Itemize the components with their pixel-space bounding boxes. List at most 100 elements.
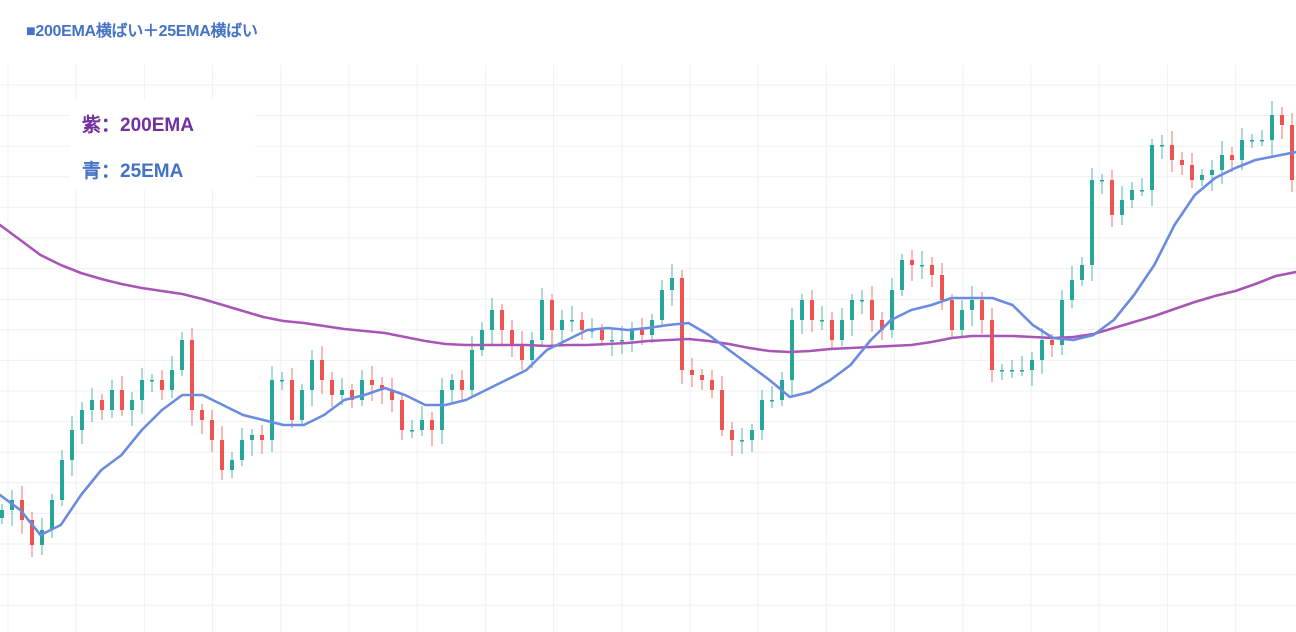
candle-down bbox=[580, 320, 584, 330]
candle-up bbox=[560, 320, 564, 330]
candle-down bbox=[930, 265, 934, 275]
candle-up bbox=[850, 300, 854, 320]
candle-up bbox=[110, 390, 114, 410]
legend: 紫：200EMA 青：25EMA bbox=[70, 100, 255, 190]
candle-down bbox=[950, 300, 954, 330]
candle-up bbox=[470, 350, 474, 390]
candle-up bbox=[360, 380, 364, 400]
candle-up bbox=[530, 340, 534, 360]
candle-up bbox=[340, 390, 344, 395]
candle-up bbox=[670, 278, 674, 290]
candle-up bbox=[90, 400, 94, 410]
candle-up bbox=[440, 390, 444, 430]
candle-up bbox=[80, 410, 84, 430]
candle-down bbox=[990, 320, 994, 370]
chart-title: ■200EMA横ばい＋25EMA横ばい bbox=[26, 23, 258, 40]
candle-down bbox=[160, 380, 164, 390]
candle-up bbox=[630, 330, 634, 340]
candle-up bbox=[1140, 190, 1144, 192]
candle-up bbox=[420, 420, 424, 430]
candle-up bbox=[410, 430, 414, 432]
candle-down bbox=[1230, 155, 1234, 160]
candle-up bbox=[1120, 200, 1124, 215]
candle-down bbox=[220, 440, 224, 470]
candle-down bbox=[380, 385, 384, 390]
candle-up bbox=[50, 500, 54, 530]
candle-down bbox=[830, 320, 834, 340]
candle-up bbox=[750, 430, 754, 440]
candle-down bbox=[880, 320, 884, 330]
candle-down bbox=[600, 330, 604, 340]
candle-down bbox=[550, 300, 554, 330]
candle-up bbox=[860, 300, 864, 302]
candle-up bbox=[620, 340, 624, 342]
candle-down bbox=[100, 400, 104, 410]
candle-down bbox=[460, 380, 464, 390]
candle-down bbox=[1110, 180, 1114, 215]
candle-down bbox=[1170, 145, 1174, 160]
candle-up bbox=[1130, 190, 1134, 200]
candle-up bbox=[970, 300, 974, 310]
candle-up bbox=[800, 300, 804, 320]
candle-up bbox=[1250, 140, 1254, 142]
candle-down bbox=[260, 435, 264, 440]
candle-down bbox=[700, 375, 704, 380]
candle-down bbox=[190, 340, 194, 410]
candle-up bbox=[480, 330, 484, 350]
candle-up bbox=[180, 340, 184, 370]
candle-up bbox=[1240, 140, 1244, 160]
candle-up bbox=[250, 435, 254, 440]
candle-up bbox=[1260, 140, 1264, 142]
candle-down bbox=[370, 380, 374, 385]
ema-line-25ema bbox=[0, 150, 1296, 537]
candle-up bbox=[40, 530, 44, 545]
candle-up bbox=[150, 380, 154, 382]
candle-down bbox=[200, 410, 204, 420]
candle-up bbox=[70, 430, 74, 460]
candle-down bbox=[1180, 160, 1184, 165]
candle-up bbox=[60, 460, 64, 500]
candle-down bbox=[400, 400, 404, 430]
candle-down bbox=[430, 420, 434, 430]
candle-up bbox=[1000, 370, 1004, 372]
candle-down bbox=[390, 390, 394, 400]
candle-up bbox=[1020, 370, 1024, 372]
candle-down bbox=[120, 390, 124, 410]
candle-down bbox=[710, 380, 714, 390]
candle-up bbox=[840, 320, 844, 340]
candle-up bbox=[890, 290, 894, 330]
candle-up bbox=[660, 290, 664, 320]
candle-down bbox=[870, 300, 874, 320]
legend-ema25: 青：25EMA bbox=[82, 161, 184, 182]
candle-up bbox=[280, 380, 284, 382]
candle-down bbox=[30, 520, 34, 545]
candle-up bbox=[920, 265, 924, 267]
candle-down bbox=[910, 260, 914, 265]
candle-up bbox=[1080, 265, 1084, 280]
candle-up bbox=[900, 260, 904, 290]
candle-up bbox=[240, 440, 244, 460]
candle-up bbox=[1030, 360, 1034, 370]
candle-down bbox=[330, 380, 334, 395]
candle-up bbox=[770, 400, 774, 402]
candle-down bbox=[720, 390, 724, 430]
candle-down bbox=[690, 370, 694, 375]
candle-up bbox=[760, 400, 764, 430]
candle-up bbox=[1040, 340, 1044, 360]
candle-down bbox=[730, 430, 734, 440]
candle-up bbox=[270, 380, 274, 440]
candle-up bbox=[300, 390, 304, 420]
candle-down bbox=[1280, 115, 1284, 125]
candle-up bbox=[1220, 155, 1224, 170]
candle-up bbox=[310, 360, 314, 390]
candle-up bbox=[790, 320, 794, 380]
candle-up bbox=[570, 320, 574, 322]
candle-up bbox=[740, 440, 744, 442]
candle-up bbox=[1070, 280, 1074, 300]
candle-down bbox=[290, 380, 294, 420]
candle-up bbox=[1010, 370, 1014, 372]
candle-up bbox=[230, 460, 234, 470]
candle-down bbox=[500, 310, 504, 330]
candle-up bbox=[1210, 170, 1214, 175]
